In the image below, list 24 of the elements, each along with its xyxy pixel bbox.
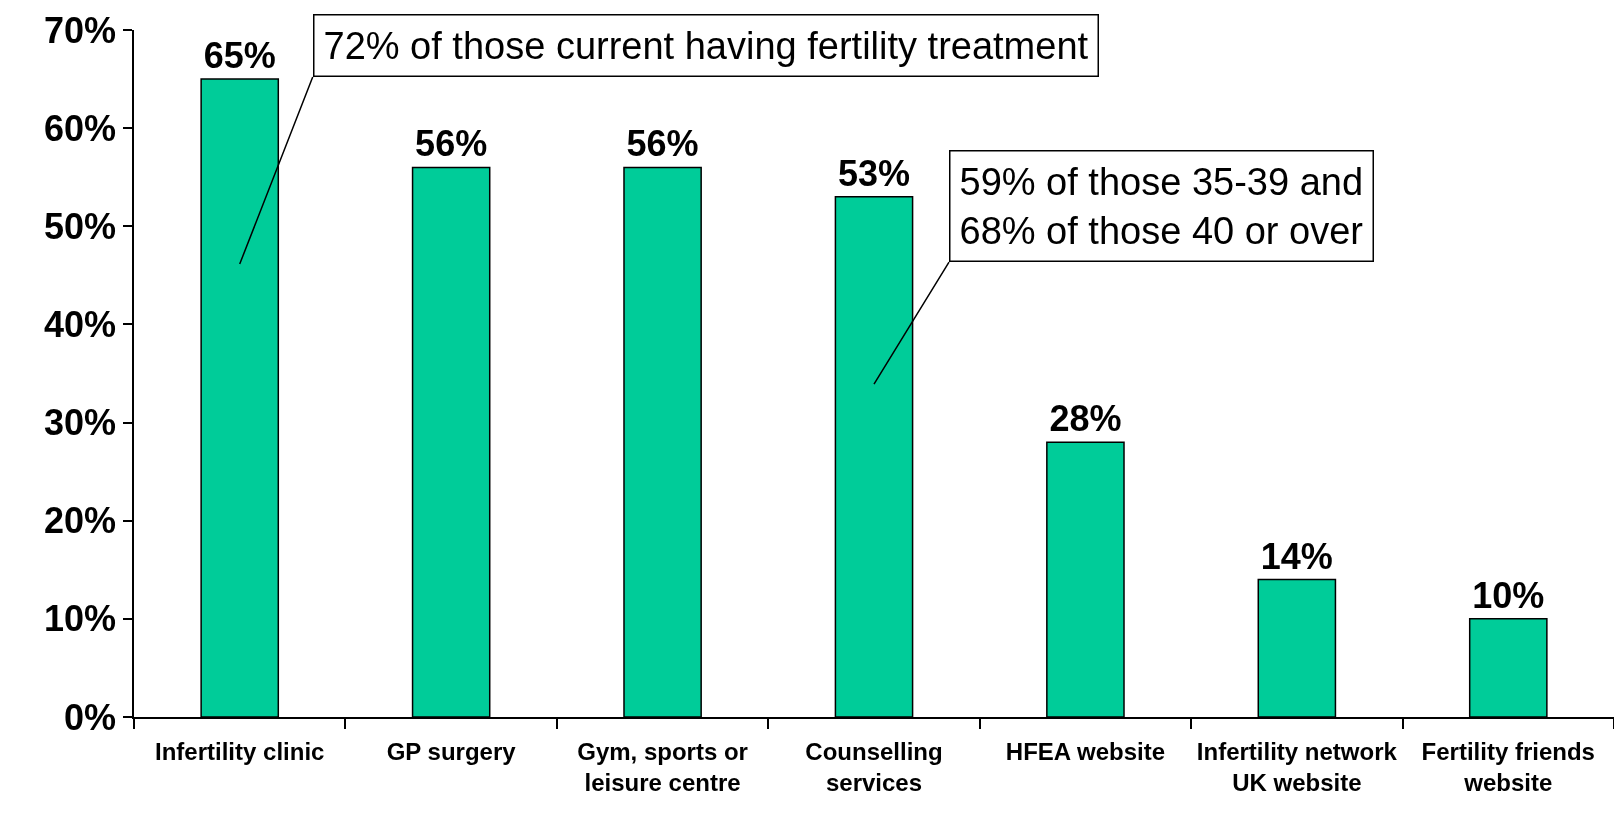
y-tick-label: 30%: [43, 402, 117, 444]
data-label: 10%: [1472, 574, 1545, 616]
y-tick-label: 70%: [43, 9, 117, 51]
y-tick-label: 20%: [43, 500, 117, 542]
annotation: 59% of those 35-39 and 68% of those 40 or over: [959, 160, 1364, 252]
data-label: 14%: [1260, 535, 1333, 577]
x-tick-label: GP surgery: [386, 737, 517, 765]
x-tick-label: Counselling services: [805, 737, 943, 796]
data-label: 53%: [837, 152, 911, 194]
data-label: 65%: [203, 35, 276, 77]
y-tick-label: 0%: [64, 696, 117, 738]
annotation: 72% of those current having fertility treatment: [323, 24, 1089, 67]
x-tick-label: HFEA website: [1005, 737, 1165, 765]
x-tick-label: Gym, sports or leisure centre: [577, 737, 748, 796]
x-tick-label: Infertility network UK website: [1196, 737, 1398, 796]
y-tick-label: 60%: [43, 107, 117, 149]
data-label: 28%: [1049, 398, 1122, 440]
x-tick-label: Fertility friends website: [1421, 737, 1595, 796]
y-tick-label: 50%: [43, 205, 117, 247]
y-tick-label: 40%: [43, 304, 117, 346]
y-tick-label: 10%: [43, 598, 117, 640]
x-tick-label: Infertility clinic: [155, 737, 325, 765]
data-label: 56%: [626, 123, 699, 165]
data-label: 56%: [415, 123, 488, 165]
